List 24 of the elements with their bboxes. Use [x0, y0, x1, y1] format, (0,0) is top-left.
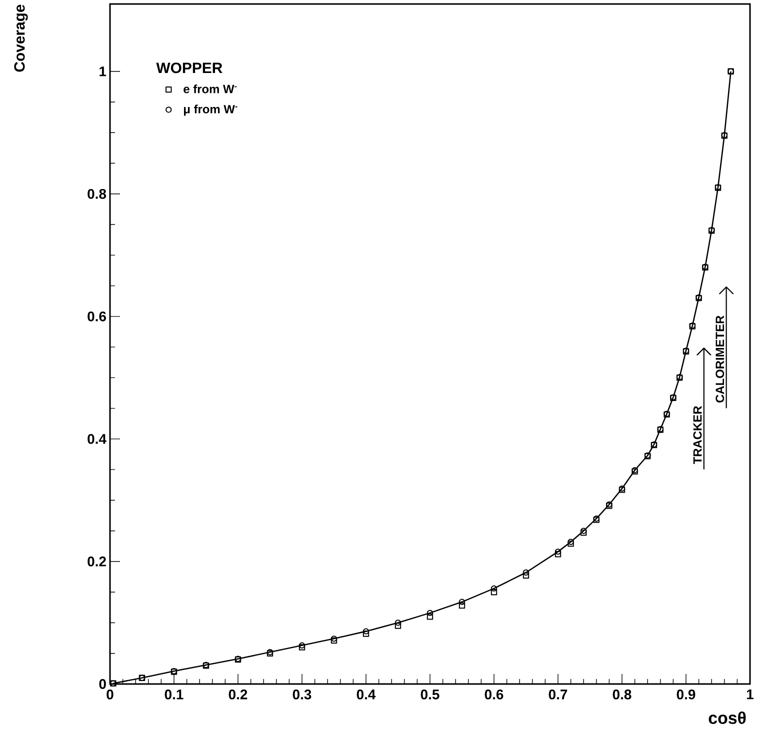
annotation: TRACKER: [693, 406, 702, 464]
x-axis-title: cosθ: [708, 712, 746, 724]
legend-label: μ from W$^{-}$: [184, 104, 238, 116]
annotation: CALORIMETER: [716, 316, 724, 403]
y-tick-label: 0.8: [88, 188, 106, 199]
x-tick-label: 0.9: [676, 690, 696, 700]
y-tick-label: 0.2: [88, 556, 106, 566]
x-tick-label: 1: [747, 690, 754, 700]
y-tick-label: 0: [99, 679, 106, 689]
y-tick-label: 1: [100, 66, 106, 76]
y-tick-label: 0.4: [88, 434, 106, 444]
legend-label: e from W$^{-}$: [184, 84, 237, 94]
x-tick-label: 0.8: [612, 690, 632, 700]
x-tick-label: 0.4: [356, 690, 376, 700]
x-tick-label: 0.6: [484, 690, 504, 700]
x-tick-label: 0: [106, 690, 114, 700]
x-tick-label: 0.5: [420, 690, 440, 700]
x-tick-label: 0.7: [548, 690, 568, 700]
legend-title: WOPPER: [156, 62, 222, 74]
x-tick-label: 0.2: [228, 690, 248, 700]
x-tick-label: 0.1: [164, 690, 184, 700]
y-axis-title: Coverage: [14, 4, 28, 72]
x-tick-label: 0.3: [292, 690, 312, 700]
y-tick-label: 0.6: [88, 311, 106, 322]
